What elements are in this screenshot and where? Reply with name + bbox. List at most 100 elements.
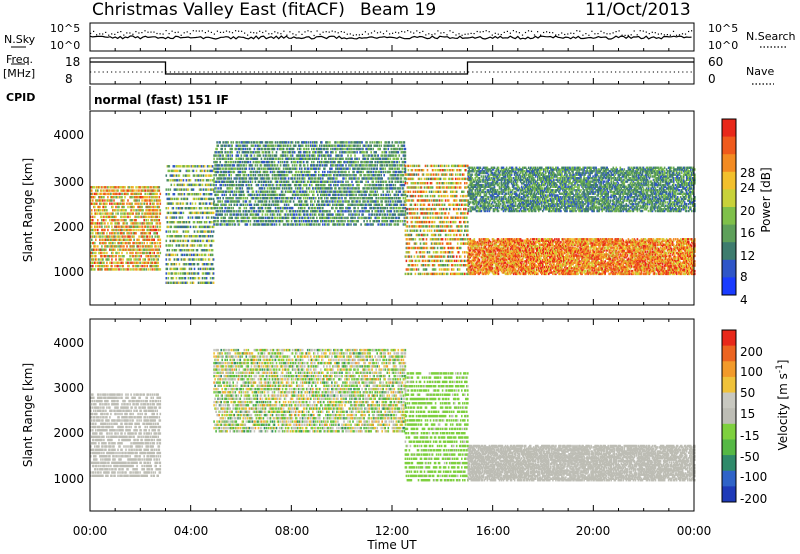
echo-cell	[372, 171, 374, 173]
echo-cell	[156, 216, 158, 218]
echo-cell	[125, 216, 127, 218]
nsearch-dot	[368, 33, 369, 34]
echo-cell	[298, 207, 300, 209]
echo-cell	[319, 168, 321, 170]
echo-cell	[213, 230, 215, 232]
echo-cell	[308, 217, 310, 219]
echo-cell	[225, 168, 227, 170]
echo-cell	[315, 177, 317, 179]
echo-cell	[273, 220, 275, 222]
echo-cell	[202, 254, 204, 256]
nsearch-dot	[682, 33, 683, 34]
echo-cell	[370, 217, 372, 219]
echo-cell	[300, 187, 302, 189]
echo-cell	[159, 196, 161, 198]
echo-cell	[133, 239, 135, 241]
nsearch-dot	[425, 34, 426, 35]
echo-cell	[126, 245, 128, 247]
echo-cell	[235, 161, 237, 163]
echo-cell	[180, 216, 182, 218]
echo-cell	[173, 254, 175, 256]
echo-cell	[206, 193, 208, 195]
echo-cell	[282, 210, 284, 212]
echo-cell	[124, 222, 126, 224]
echo-cell	[193, 188, 195, 190]
echo-cell	[342, 171, 344, 173]
echo-cell	[306, 184, 308, 186]
echo-cell	[129, 242, 131, 244]
echo-cell	[169, 170, 171, 172]
echo-cell	[148, 258, 150, 260]
echo-cell	[231, 223, 233, 225]
echo-cell	[377, 194, 379, 196]
echo-cell	[335, 187, 337, 189]
echo-cell	[335, 151, 337, 153]
echo-cell	[250, 148, 252, 150]
echo-cell	[155, 255, 157, 257]
echo-cell	[223, 210, 225, 212]
echo-cell	[106, 203, 108, 205]
echo-cell	[160, 193, 162, 195]
echo-cell	[300, 213, 302, 215]
echo-cell	[194, 268, 196, 270]
echo-cell	[357, 197, 359, 199]
nsearch-dot	[184, 32, 185, 33]
echo-cell	[332, 181, 334, 183]
echo-cell	[182, 193, 184, 195]
echo-cell	[222, 191, 224, 193]
echo-cell	[258, 204, 260, 206]
echo-cell	[187, 198, 189, 200]
echo-cell	[332, 204, 334, 206]
echo-cell	[97, 245, 99, 247]
echo-cell	[262, 174, 264, 176]
echo-cell	[239, 223, 241, 225]
echo-cell	[200, 235, 202, 237]
echo-cell	[357, 145, 359, 147]
echo-cell	[302, 187, 304, 189]
echo-cell	[311, 148, 313, 150]
echo-cell	[292, 174, 294, 176]
echo-cell	[327, 148, 329, 150]
echo-cell	[302, 145, 304, 147]
echo-cell	[95, 239, 97, 241]
echo-cell	[192, 193, 194, 195]
echo-cell	[104, 222, 106, 224]
echo-cell	[114, 189, 116, 191]
echo-cell	[117, 232, 119, 234]
echo-cell	[203, 258, 205, 260]
echo-cell	[168, 282, 170, 284]
echo-cell	[309, 171, 311, 173]
echo-cell	[377, 181, 379, 183]
echo-cell	[300, 197, 302, 199]
echo-cell	[160, 209, 162, 211]
echo-cell	[128, 265, 130, 267]
echo-cell	[245, 148, 247, 150]
echo-cell	[243, 148, 245, 150]
nsearch-dot	[344, 32, 345, 33]
echo-cell	[147, 268, 149, 270]
echo-cell	[129, 235, 131, 237]
echo-cell	[189, 249, 191, 251]
echo-cell	[248, 161, 250, 163]
echo-cell	[127, 193, 129, 195]
echo-cell	[258, 197, 260, 199]
echo-cell	[141, 199, 143, 201]
echo-cell	[241, 164, 243, 166]
echo-cell	[159, 255, 161, 257]
nsearch-dot	[676, 35, 677, 36]
echo-cell	[360, 191, 362, 193]
echo-cell	[92, 232, 94, 234]
echo-cell	[184, 254, 186, 256]
echo-cell	[237, 187, 239, 189]
nsearch-dot	[298, 31, 299, 32]
echo-cell	[170, 179, 172, 181]
echo-cell	[182, 216, 184, 218]
echo-cell	[106, 209, 108, 211]
echo-cell	[120, 239, 122, 241]
echo-cell	[174, 263, 176, 265]
echo-cell	[363, 154, 365, 156]
echo-cell	[100, 209, 102, 211]
echo-cell	[304, 181, 306, 183]
echo-cell	[288, 197, 290, 199]
nsearch-dot	[625, 35, 626, 36]
